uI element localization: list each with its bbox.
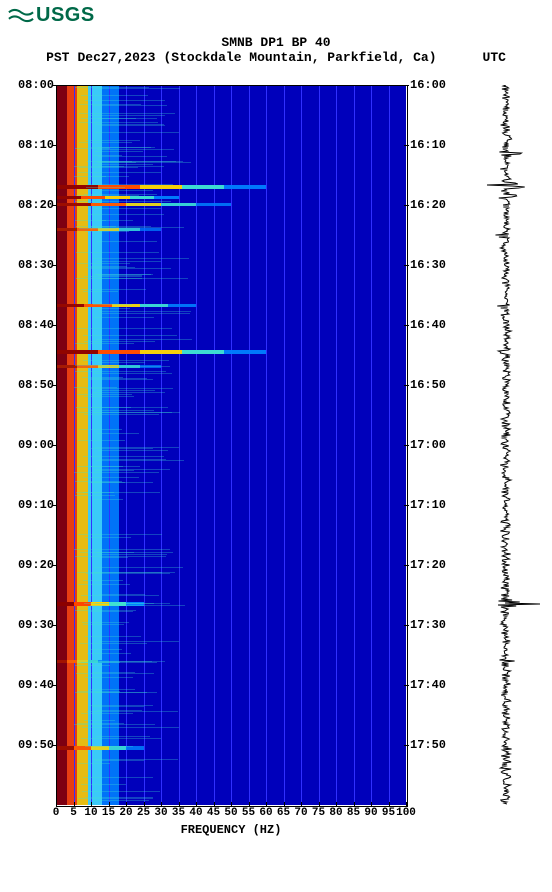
x-tick: 35 xyxy=(172,807,185,819)
x-tick: 95 xyxy=(382,807,395,819)
date-label: Dec27,2023 xyxy=(77,50,155,65)
x-tick: 100 xyxy=(396,807,416,819)
spectrogram-container xyxy=(56,85,406,805)
x-tick: 5 xyxy=(70,807,77,819)
y-right-tick: 16:20 xyxy=(410,198,460,212)
y-axis-right: 16:0016:1016:2016:3016:4016:5017:0017:10… xyxy=(410,85,460,805)
seismogram-trace xyxy=(470,85,542,805)
y-left-tick: 09:30 xyxy=(0,618,54,632)
x-axis-label: FREQUENCY (HZ) xyxy=(56,823,406,837)
y-right-tick: 16:10 xyxy=(410,138,460,152)
chart-title: SMNB DP1 BP 40 xyxy=(0,35,552,50)
y-right-tick: 17:20 xyxy=(410,558,460,572)
x-tick: 30 xyxy=(154,807,167,819)
x-tick: 0 xyxy=(53,807,60,819)
x-tick: 25 xyxy=(137,807,150,819)
y-left-tick: 08:10 xyxy=(0,138,54,152)
x-tick: 20 xyxy=(119,807,132,819)
y-left-tick: 08:20 xyxy=(0,198,54,212)
spectrogram-plot xyxy=(56,85,406,805)
y-left-tick: 09:10 xyxy=(0,498,54,512)
y-right-tick: 16:00 xyxy=(410,78,460,92)
x-tick: 55 xyxy=(242,807,255,819)
seismogram-svg xyxy=(470,85,542,805)
chart-area: 08:00 08:10 08:20 08:30 08:40 08:50 09:00 09:10… xyxy=(0,75,552,845)
x-tick: 70 xyxy=(294,807,307,819)
y-left-tick: 09:50 xyxy=(0,738,54,752)
y-left-tick: 09:40 xyxy=(0,678,54,692)
x-tick: 85 xyxy=(347,807,360,819)
y-left-tick: 08:30 xyxy=(0,258,54,272)
y-right-tick: 16:30 xyxy=(410,258,460,272)
x-tick: 40 xyxy=(189,807,202,819)
station-label: (Stockdale Mountain, Parkfield, Ca) xyxy=(163,50,436,65)
x-axis-ticks: 0510152025303540455055606570758085909510… xyxy=(56,807,406,819)
y-right-tick: 17:40 xyxy=(410,678,460,692)
y-right-tick: 17:10 xyxy=(410,498,460,512)
usgs-logo: USGS xyxy=(0,0,552,31)
x-tick: 90 xyxy=(364,807,377,819)
y-left-tick: 09:20 xyxy=(0,558,54,572)
y-right-tick: 16:40 xyxy=(410,318,460,332)
x-tick: 60 xyxy=(259,807,272,819)
y-axis-left: 08:0008:1008:2008:3008:4008:5009:0009:10… xyxy=(0,85,54,805)
x-tick: 50 xyxy=(224,807,237,819)
x-tick: 45 xyxy=(207,807,220,819)
x-tick: 75 xyxy=(312,807,325,819)
usgs-wave-icon xyxy=(8,6,34,26)
y-left-tick: 09:00 xyxy=(0,438,54,452)
x-tick: 15 xyxy=(102,807,115,819)
y-right-tick: 17:50 xyxy=(410,738,460,752)
y-left-tick: 08:00 xyxy=(0,78,54,92)
y-right-tick: 17:00 xyxy=(410,438,460,452)
y-left-tick: 08:50 xyxy=(0,378,54,392)
right-tz-label: UTC xyxy=(483,50,506,65)
y-right-tick: 17:30 xyxy=(410,618,460,632)
left-tz-label: PST xyxy=(46,50,69,65)
y-left-tick: 08:40 xyxy=(0,318,54,332)
x-tick: 65 xyxy=(277,807,290,819)
chart-subtitle: PST Dec27,2023 (Stockdale Mountain, Park… xyxy=(0,50,552,65)
x-tick: 10 xyxy=(84,807,97,819)
usgs-logo-text: USGS xyxy=(36,4,95,27)
x-tick: 80 xyxy=(329,807,342,819)
y-right-tick: 16:50 xyxy=(410,378,460,392)
